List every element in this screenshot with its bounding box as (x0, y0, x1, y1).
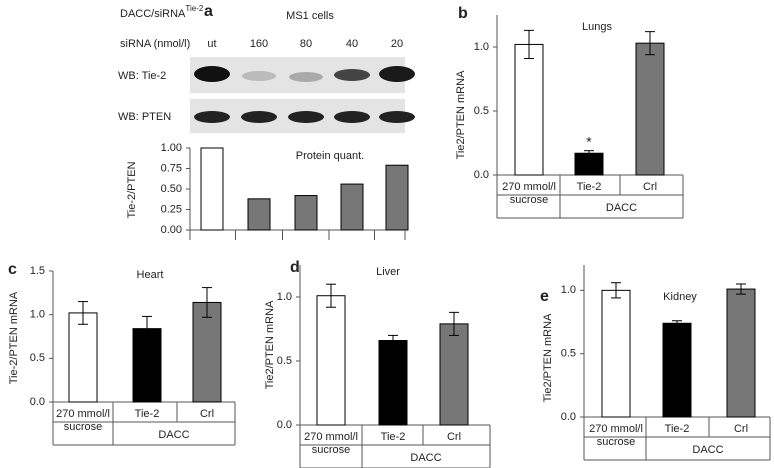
bar (514, 43, 544, 176)
bar (385, 164, 409, 231)
x-tick-label: sucrose (64, 421, 103, 433)
chart-title: Protein quant. (296, 150, 365, 162)
blot-cells: MS1 cells (286, 10, 334, 22)
y-tick-label: 0.0 (561, 411, 576, 423)
panel-label: e (540, 288, 549, 305)
y-tick-label: 0.75 (161, 162, 182, 174)
dose-label: siRNA (nmol/l) (120, 38, 190, 50)
blot-band (334, 111, 370, 123)
bar (574, 152, 604, 176)
panel-label: c (8, 261, 17, 278)
x-tick-label: Tie-2 (665, 423, 690, 435)
x-tick-label: Tie-2 (135, 408, 160, 420)
y-axis-label: Tie-2/PTEN mRNA (8, 291, 20, 384)
chart-title: Liver (376, 266, 400, 278)
bar (247, 198, 271, 231)
y-tick-label: 1.5 (30, 265, 45, 277)
x-tick-label: 270 mmol/l (589, 423, 643, 435)
panel-label: b (458, 5, 468, 22)
y-axis-label: Tie2/PTEN mRNA (542, 313, 554, 402)
group-label: DACC (692, 444, 723, 456)
y-axis-label: Tie-2/PTEN (126, 161, 138, 218)
blot-band (379, 111, 415, 123)
x-tick-label: Crl (447, 431, 461, 443)
y-tick-label: 1.0 (474, 41, 489, 53)
x-tick-label: Tie-2 (577, 181, 602, 193)
lane-label: 160 (250, 38, 268, 50)
y-tick-label: 1.0 (30, 309, 45, 321)
bar (439, 323, 469, 426)
x-tick-label: 270 mmol/l (56, 408, 110, 420)
chart-title: Kidney (663, 291, 697, 303)
blot-band (194, 66, 230, 82)
bar (192, 301, 222, 403)
panel-label: a (204, 3, 213, 20)
x-tick-label: 270 mmol/l (304, 431, 358, 443)
group-label: DACC (606, 202, 637, 214)
y-tick-label: 0.0 (474, 169, 489, 181)
blot-header-sup: Tie-2 (185, 4, 203, 13)
bar (378, 340, 408, 426)
y-tick-label: 0.00 (161, 224, 182, 236)
bar (340, 183, 364, 231)
bar (68, 312, 98, 403)
blot-row-label: WB: PTEN (118, 111, 171, 123)
lane-label: 40 (346, 38, 358, 50)
blot-header: DACC/siRNATie-2 (120, 4, 204, 20)
group-label: DACC (410, 452, 441, 464)
y-tick-label: 0.50 (161, 183, 182, 195)
y-tick-label: 1.0 (561, 284, 576, 296)
x-tick-label: sucrose (597, 436, 636, 448)
x-tick-label: sucrose (312, 444, 351, 456)
y-tick-label: 1.0 (277, 291, 292, 303)
y-tick-label: 0.0 (277, 419, 292, 431)
y-axis-label: Tie2/PTEN mRNA (455, 70, 467, 159)
y-tick-label: 1.00 (161, 142, 182, 154)
blot-band (242, 71, 276, 81)
group-label: DACC (158, 429, 189, 441)
bar (635, 42, 665, 176)
annotation: * (586, 133, 592, 149)
chart-title: Heart (137, 269, 164, 281)
x-tick-label: Tie-2 (381, 431, 406, 443)
y-tick-label: 0.0 (30, 396, 45, 408)
bar (601, 289, 631, 418)
y-tick-label: 0.5 (277, 355, 292, 367)
lane-label: ut (207, 38, 216, 50)
blot-band (241, 111, 277, 123)
blot-header-main: DACC/siRNA (120, 8, 186, 20)
x-tick-label: Crl (643, 181, 657, 193)
x-tick-label: Crl (734, 423, 748, 435)
y-tick-label: 0.5 (30, 352, 45, 364)
chart-title: Lungs (582, 21, 612, 33)
blot-band (334, 69, 370, 81)
blot-band (288, 111, 324, 123)
bar (662, 322, 692, 418)
lane-label: 20 (391, 38, 403, 50)
lane-label: 80 (300, 38, 312, 50)
panel-label: d (290, 259, 300, 276)
y-axis-label: Tie2/PTEN mRNA (264, 300, 276, 389)
y-tick-label: 0.5 (561, 348, 576, 360)
blot-band (379, 66, 415, 82)
bar (316, 295, 346, 426)
bar (200, 147, 224, 231)
x-tick-label: 270 mmol/l (502, 181, 556, 193)
y-tick-label: 0.5 (474, 105, 489, 117)
x-tick-label: Crl (200, 408, 214, 420)
y-tick-label: 0.25 (161, 203, 182, 215)
bar (726, 288, 756, 418)
x-tick-label: sucrose (510, 194, 549, 206)
blot-band (194, 111, 230, 123)
bar (294, 195, 318, 231)
blot-row-label: WB: Tie-2 (118, 70, 166, 82)
blot-band (289, 72, 323, 82)
